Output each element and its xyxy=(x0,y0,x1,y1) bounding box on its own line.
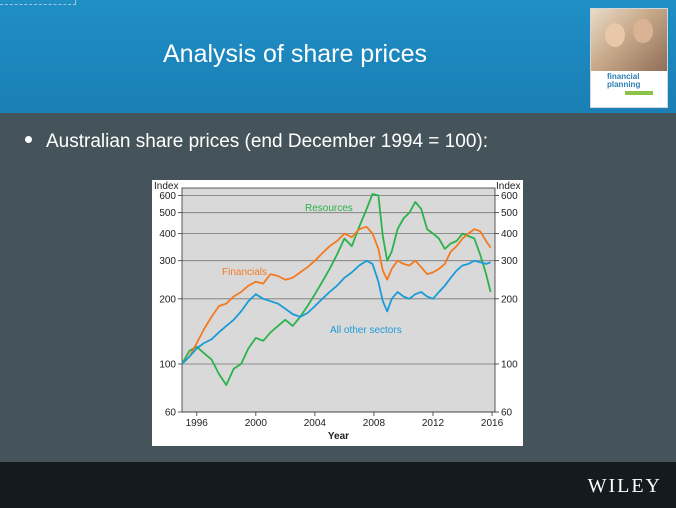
plot-area xyxy=(182,188,495,412)
slide-header: Analysis of share prices financial plann… xyxy=(0,0,676,113)
cover-title-line1: financial xyxy=(607,72,640,81)
cover-person-2 xyxy=(633,19,653,43)
y-tick-label-left-60: 60 xyxy=(165,408,177,419)
y-tick-label-right-300: 300 xyxy=(501,256,518,267)
cover-badge xyxy=(625,91,653,95)
y-tick-label-right-60: 60 xyxy=(501,408,513,419)
series-line-financials xyxy=(181,225,492,365)
wiley-logo: WILEY xyxy=(587,475,662,497)
series-line-resources xyxy=(181,193,492,386)
y-tick-label-right-400: 400 xyxy=(501,229,518,240)
plot-frame xyxy=(181,187,496,413)
y-tick-label-left-100: 100 xyxy=(159,359,176,370)
series-label-resources: Resources xyxy=(305,203,353,214)
cover-person-1 xyxy=(605,23,625,47)
series-line-all-other-sectors xyxy=(181,259,491,365)
y-tick-label-right-600: 600 xyxy=(501,191,518,202)
book-cover-image: financial planning xyxy=(590,8,668,108)
y-tick-label-right-200: 200 xyxy=(501,294,518,305)
y-tick-label-left-200: 200 xyxy=(159,294,176,305)
x-tick-label-2004: 2004 xyxy=(304,418,327,429)
x-tick-label-2000: 2000 xyxy=(245,418,268,429)
slide-title: Analysis of share prices xyxy=(162,40,427,68)
cover-photo xyxy=(591,9,667,71)
x-tick-label-2008: 2008 xyxy=(363,418,386,429)
x-tick-label-2012: 2012 xyxy=(422,418,445,429)
bullet-icon xyxy=(25,136,32,144)
selection-marker xyxy=(0,0,76,5)
y-tick-label-right-100: 100 xyxy=(501,359,518,370)
x-tick-label-1996: 1996 xyxy=(186,418,209,429)
y-tick-label-left-500: 500 xyxy=(159,208,176,219)
y-axis-label-left: Index xyxy=(154,181,178,192)
cover-title-line2: planning xyxy=(607,80,641,89)
y-tick-label-left-400: 400 xyxy=(159,229,176,240)
x-tick-label-2016: 2016 xyxy=(481,418,504,429)
y-axis-label-right: Index xyxy=(496,181,520,192)
bullet-text: Australian share prices (end December 19… xyxy=(46,131,488,152)
y-tick-label-left-600: 600 xyxy=(159,191,176,202)
y-tick-label-right-500: 500 xyxy=(501,208,518,219)
series-label-all-other-sectors: All other sectors xyxy=(330,325,402,336)
share-price-chart: 60 60 100 100 200 200 300 300 400 400 500 500 600 600… xyxy=(152,180,523,446)
series-label-financials: Financials xyxy=(222,267,267,278)
slide-footer: WILEY xyxy=(0,462,676,508)
y-tick-label-left-300: 300 xyxy=(159,256,176,267)
chart-svg: 60 60 100 100 200 200 300 300 400 400 500 500 600 600… xyxy=(154,181,520,442)
x-axis-label: Year xyxy=(328,431,349,442)
bullet-point: Australian share prices (end December 19… xyxy=(25,131,488,153)
